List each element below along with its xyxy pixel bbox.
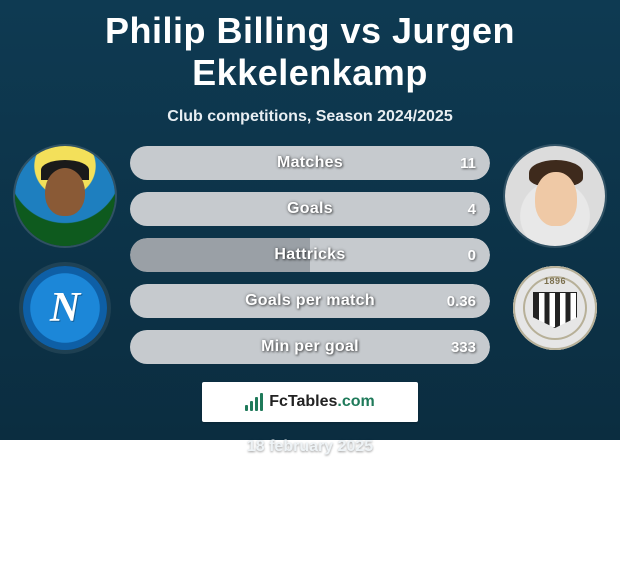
brand-bars-icon — [245, 393, 263, 411]
stat-label: Goals — [130, 192, 490, 226]
stat-value-right: 11 — [460, 146, 476, 180]
player-right-avatar — [505, 146, 605, 246]
club-right-year: 1896 — [513, 276, 597, 286]
brand-domain: .com — [337, 393, 374, 410]
stat-value-right: 0 — [468, 238, 476, 272]
date-label: 18 february 2025 — [0, 438, 620, 456]
subtitle: Club competitions, Season 2024/2025 — [0, 108, 620, 126]
stat-value-right: 333 — [451, 330, 476, 364]
brand-name: FcTables — [269, 393, 337, 410]
page-title: Philip Billing vs Jurgen Ekkelenkamp — [0, 0, 620, 94]
brand-text: FcTables.com — [269, 393, 375, 411]
avatar-face — [535, 172, 577, 226]
right-side: 1896 — [500, 146, 610, 350]
stat-row: Hattricks0 — [130, 238, 490, 272]
stat-value-right: 0.36 — [447, 284, 476, 318]
stat-label: Matches — [130, 146, 490, 180]
club-left-letter: N — [50, 284, 80, 332]
content-row: N Matches11 Goals4 Hattricks0 Goals per mat… — [0, 126, 620, 364]
stat-row: Goals per match0.36 — [130, 284, 490, 318]
club-right-badge: 1896 — [513, 266, 597, 350]
left-side: N — [10, 146, 120, 350]
stat-label: Min per goal — [130, 330, 490, 364]
stat-value-right: 4 — [468, 192, 476, 226]
club-left-badge: N — [23, 266, 107, 350]
stat-row: Matches11 — [130, 146, 490, 180]
stat-label: Goals per match — [130, 284, 490, 318]
club-right-shield — [533, 292, 577, 328]
stat-label: Hattricks — [130, 238, 490, 272]
avatar-face — [45, 168, 85, 216]
stat-row: Goals4 — [130, 192, 490, 226]
stat-row: Min per goal333 — [130, 330, 490, 364]
player-left-avatar — [15, 146, 115, 246]
brand-badge: FcTables.com — [202, 382, 418, 422]
stats-list: Matches11 Goals4 Hattricks0 Goals per match… — [120, 146, 500, 364]
comparison-card: Philip Billing vs Jurgen Ekkelenkamp Clu… — [0, 0, 620, 440]
